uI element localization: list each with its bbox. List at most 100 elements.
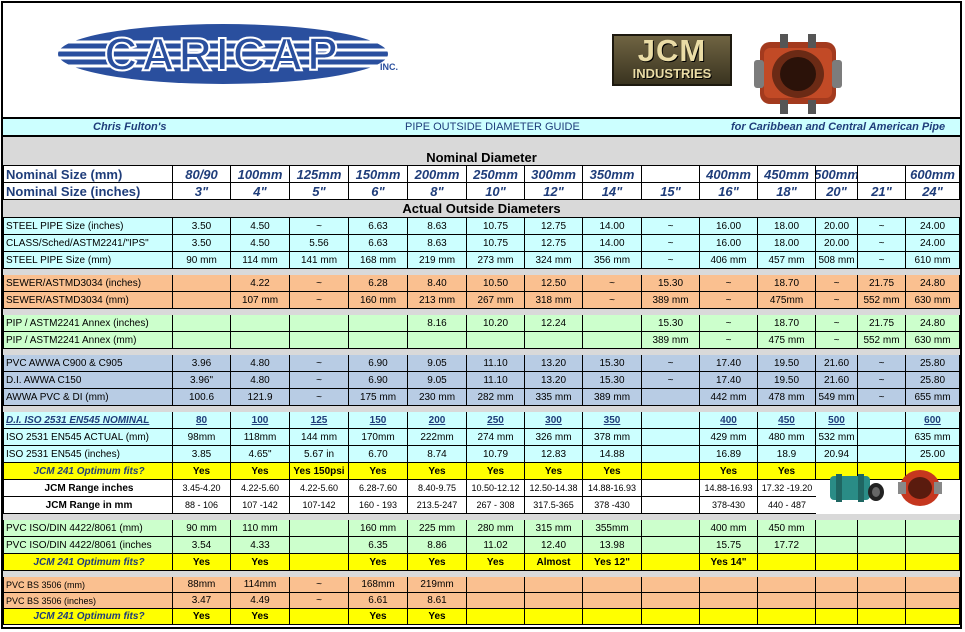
table-cell: ~ (858, 252, 906, 269)
table-cell: 13.98 (583, 537, 642, 554)
table-row: ISO 2531 EN545 (inches) 3.85 4.65" 5.67 in 6… (3, 446, 960, 463)
table-cell: 21.75 (858, 275, 906, 292)
table-cell: 4.22 (231, 275, 290, 292)
table-cell: 24.00 (906, 235, 960, 252)
table-cell: 175 mm (349, 389, 408, 406)
table-cell: Yes 12" (583, 554, 642, 571)
table-cell: Yes (173, 609, 231, 625)
table-cell: Almost (525, 554, 583, 571)
table-cell: 630 mm (906, 332, 960, 349)
table-cell: 200mm (408, 166, 467, 183)
table-cell: 324 mm (525, 252, 583, 269)
table-cell: 389 mm (642, 292, 700, 309)
table-cell: 6.61 (349, 593, 408, 609)
table-cell: 200 (408, 412, 467, 429)
table-cell: 24.80 (906, 315, 960, 332)
row-label: AWWA PVC & DI (mm) (3, 389, 173, 406)
table-cell (906, 593, 960, 609)
table-cell: 219mm (408, 577, 467, 593)
table-cell: 450 mm (758, 520, 816, 537)
table-row: D.I. AWWA C150 3.96" 4.80 ~6.90 9.05 11.10 13.… (3, 372, 960, 389)
table-cell: 24" (906, 183, 960, 200)
row-spacer (3, 406, 960, 412)
table-cell: 16" (700, 183, 758, 200)
table-cell: 400 mm (700, 520, 758, 537)
table-cell: 4.22-5.60 (290, 480, 349, 497)
table-cell: 10.50 (467, 275, 525, 292)
table-cell: 12.83 (525, 446, 583, 463)
table-cell: 600 (906, 412, 960, 429)
table-cell: ~ (700, 275, 758, 292)
table-cell: 125 (290, 412, 349, 429)
row-label: JCM Range inches (3, 480, 173, 497)
table-cell: Yes (583, 463, 642, 480)
table-cell: 450 (758, 412, 816, 429)
table-cell: 508 mm (816, 252, 858, 269)
table-cell: Yes (349, 609, 408, 625)
table-cell (231, 332, 290, 349)
table-cell (642, 537, 700, 554)
table-cell: Yes (467, 554, 525, 571)
table-cell: 144 mm (290, 429, 349, 446)
table-cell: 8.61 (408, 593, 467, 609)
table-cell (642, 463, 700, 480)
table-cell: 8.86 (408, 537, 467, 554)
row-label: ISO 2531 EN545 (inches) (3, 446, 173, 463)
table-cell (467, 332, 525, 349)
title-bar: Chris Fulton's PIPE OUTSIDE DIAMETER GUI… (3, 117, 960, 137)
table-cell: ~ (816, 332, 858, 349)
table-cell: Yes (231, 463, 290, 480)
table-cell: ~ (583, 292, 642, 309)
table-cell: ~ (816, 275, 858, 292)
table-cell: 118mm (231, 429, 290, 446)
table-cell: 6.70 (349, 446, 408, 463)
table-cell: 4.80 (231, 355, 290, 372)
table-cell: 114mm (231, 577, 290, 593)
table-cell: 500 (816, 412, 858, 429)
table-cell: 21" (858, 183, 906, 200)
table-cell (173, 292, 231, 309)
table-row: JCM 241 Optimum fits? Yes Yes Yes Yes Yes Almo… (3, 554, 960, 571)
table-cell (525, 593, 583, 609)
table-row: AWWA PVC & DI (mm) 100.6 121.9 ~175 mm 230 m… (3, 389, 960, 406)
region-subtitle: for Caribbean and Central American Pipe (731, 121, 946, 133)
table-cell: 20.00 (816, 235, 858, 252)
table-cell (642, 446, 700, 463)
row-label: ISO 2531 EN545 ACTUAL (mm) (3, 429, 173, 446)
table-cell: 9.05 (408, 372, 467, 389)
table-cell: ~ (290, 275, 349, 292)
table-cell: 478 mm (758, 389, 816, 406)
table-cell: 16.00 (700, 235, 758, 252)
table-cell: 14.00 (583, 218, 642, 235)
table-row: STEEL PIPE Size (inches) 3.50 4.50 ~6.63 8.6… (3, 218, 960, 235)
table-cell: 4.50 (231, 218, 290, 235)
table-cell: 267 mm (467, 292, 525, 309)
table-cell: ~ (290, 355, 349, 372)
table-cell (858, 593, 906, 609)
table-cell: 15" (642, 183, 700, 200)
table-cell: 24.80 (906, 275, 960, 292)
table-cell: 3.50 (173, 218, 231, 235)
table-cell: 549 mm (816, 389, 858, 406)
table-cell (858, 412, 906, 429)
table-cell: 400mm (700, 166, 758, 183)
table-cell: 4" (231, 183, 290, 200)
table-cell (816, 609, 858, 625)
table-cell: 17.32 -19.20 (758, 480, 816, 497)
table-cell: 8.40-9.75 (408, 480, 467, 497)
table-cell: 6.28-7.60 (349, 480, 408, 497)
table-cell: 3" (173, 183, 231, 200)
table-cell (642, 497, 700, 514)
table-cell: Yes (700, 463, 758, 480)
table-cell: ~ (642, 252, 700, 269)
table-cell (349, 332, 408, 349)
table-cell: 114 mm (231, 252, 290, 269)
table-cell: 18.70 (758, 315, 816, 332)
table-cell: Yes (408, 463, 467, 480)
table-cell: 280 mm (467, 520, 525, 537)
table-cell: 88 - 106 (173, 497, 231, 514)
table-cell (349, 315, 408, 332)
table-cell (642, 389, 700, 406)
row-label: SEWER/ASTMD3034 (inches) (3, 275, 173, 292)
